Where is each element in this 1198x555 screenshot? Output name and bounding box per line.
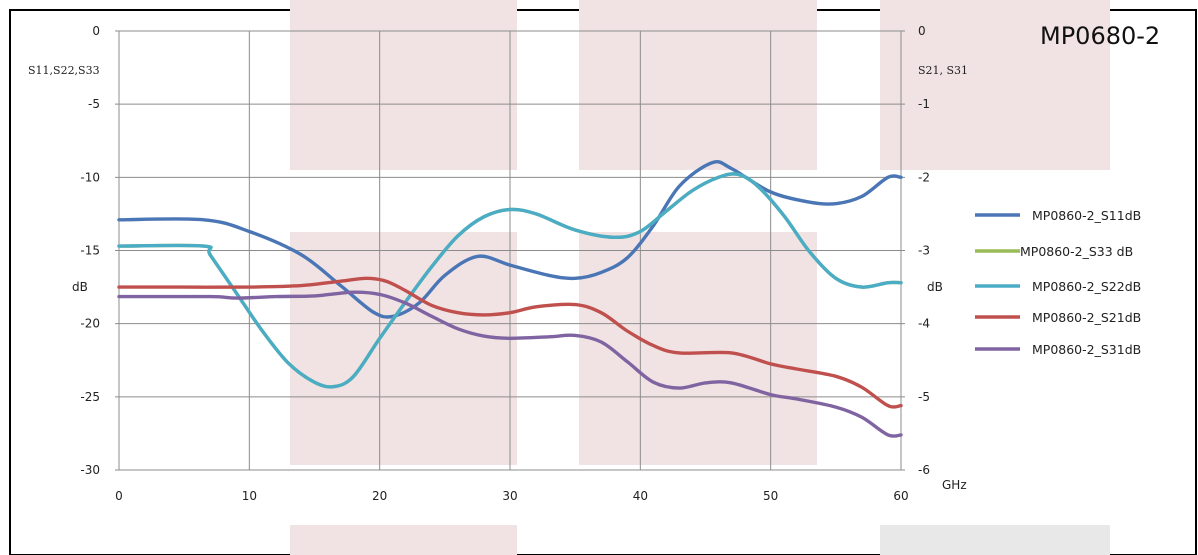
legend-label: MP0860-2_S21dB [1032,310,1141,325]
x-tick-label: 20 [372,489,387,503]
x-tick-label: 10 [242,489,257,503]
band-left-middle [290,232,517,465]
right-axis-caption: S21, S31 [918,64,968,77]
left-y-tick-label: -10 [80,170,100,184]
left-axis-label: dB [72,280,88,294]
right-y-tick-label: -6 [918,463,930,477]
band-center-middle [579,232,817,465]
legend-label: MP0860-2_S22dB [1032,279,1141,294]
background-bands [290,0,1110,555]
x-axis-label: GHz [942,478,967,492]
series-line-5 [117,290,903,438]
right-y-tick-label: -4 [918,317,930,331]
series-layer [117,160,903,438]
legend-label: MP0860-2_S11dB [1032,208,1141,223]
left-y-tick-label: -15 [80,244,100,258]
series-line-4 [117,276,903,409]
right-y-tick-label: 0 [918,24,926,38]
legend: MP0860-2_S11dB MP0860-2_S33 dB MP0860-2_S2… [975,208,1141,357]
left-y-tick-label: 0 [92,24,100,38]
x-tick-label: 50 [763,489,778,503]
band-left-bottom [290,525,517,555]
legend-label: MP0860-2_S33 dB [1020,244,1133,259]
left-axis-caption: S11,S22,S33 [28,64,100,77]
right-y-tick-label: -2 [918,170,930,184]
tick-labels: 0 10 20 30 40 50 60 0 0 -5 -1 -10 -2 -15 -3 -20 -4 -25 -5 -… [80,24,930,503]
left-y-tick-label: -5 [88,97,100,111]
chart-title: MP0680-2 [1040,22,1160,50]
band-right-top [880,0,1110,170]
right-y-tick-label: -1 [918,97,930,111]
left-y-tick-label: -25 [80,390,100,404]
legend-label: MP0860-2_S31dB [1032,342,1141,357]
band-right-bottom [880,525,1110,555]
left-y-tick-label: -20 [80,317,100,331]
band-left-top [290,0,517,170]
x-tick-label: 60 [893,489,908,503]
right-y-tick-label: -3 [918,244,930,258]
series-line-3 [117,172,903,389]
x-tick-label: 0 [115,489,123,503]
right-axis-label: dB [927,280,943,294]
left-y-tick-label: -30 [80,463,100,477]
x-tick-label: 30 [502,489,517,503]
right-y-tick-label: -5 [918,390,930,404]
x-tick-label: 40 [633,489,648,503]
band-center-top [579,0,817,170]
